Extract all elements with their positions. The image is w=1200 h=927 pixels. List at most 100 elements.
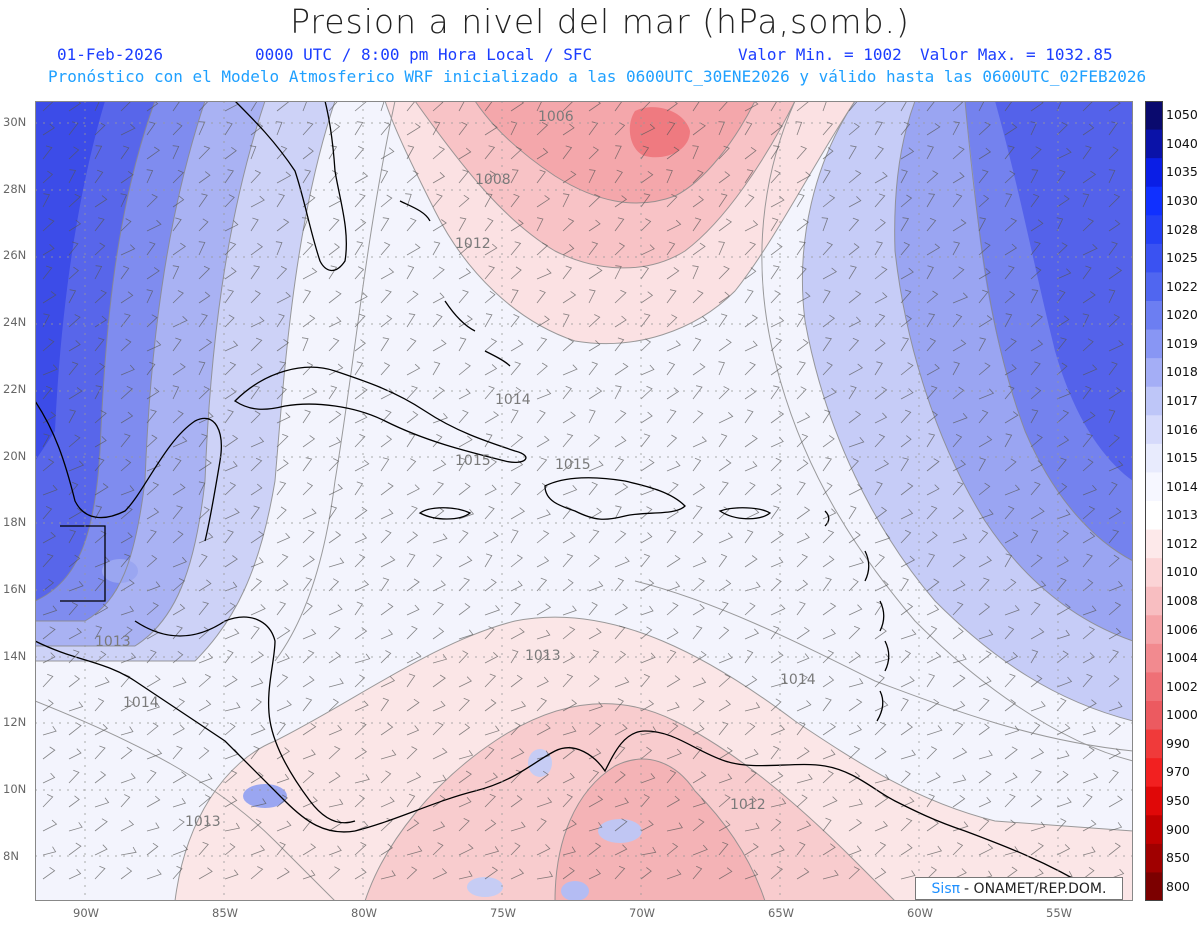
colorbar-swatch — [1145, 443, 1163, 473]
shade-low-north-1006 — [629, 107, 690, 158]
colorbar-swatch — [1145, 815, 1163, 845]
credit-box: Sisπ - ONAMET/REP.DOM. — [915, 877, 1123, 900]
contour-label: 1014 — [123, 695, 159, 711]
model-info: Pronóstico con el Modelo Atmosferico WRF… — [48, 67, 1147, 86]
lon-label: 75W — [490, 906, 517, 920]
colorbar-swatch — [1145, 158, 1163, 188]
lon-label: 65W — [768, 906, 795, 920]
colorbar-label: 1050 — [1166, 107, 1198, 123]
colorbar-swatch — [1145, 186, 1163, 216]
colorbar-label: 1040 — [1166, 135, 1198, 151]
colorbar-label: 1014 — [1166, 478, 1198, 494]
colorbar-swatch — [1145, 786, 1163, 816]
colorbar-label: 1006 — [1166, 621, 1198, 637]
contour-label: 1012 — [730, 797, 766, 813]
contour-label: 1008 — [475, 172, 511, 188]
map-title: Presion a nivel del mar (hPa,somb.) — [290, 2, 910, 41]
colorbar-label: 1015 — [1166, 450, 1198, 466]
lat-label: 26N — [3, 248, 27, 263]
contour-label: 1015 — [455, 453, 491, 469]
colorbar-swatch — [1145, 386, 1163, 416]
valid-date: 01-Feb-2026 — [57, 45, 163, 64]
colorbar-swatch — [1145, 358, 1163, 388]
colorbar-swatch — [1145, 586, 1163, 616]
colorbar-label: 1019 — [1166, 335, 1198, 351]
colorbar-swatch — [1145, 215, 1163, 245]
colorbar-label: 1012 — [1166, 535, 1198, 551]
contour-label: 1013 — [185, 814, 221, 830]
colorbar-swatch — [1145, 329, 1163, 359]
contour-label: 1013 — [525, 648, 561, 664]
colorbar-swatch — [1145, 415, 1163, 445]
colorbar-swatch — [1145, 243, 1163, 273]
colorbar-label: 950 — [1166, 793, 1190, 808]
colorbar-label: 1002 — [1166, 678, 1198, 694]
lat-label: 20N — [3, 448, 27, 463]
contour-label: 1013 — [95, 634, 131, 650]
colorbar-label: 1008 — [1166, 593, 1198, 608]
colorbar-swatch — [1145, 501, 1163, 531]
valid-time: 0000 UTC / 8:00 pm Hora Local / SFC — [255, 45, 593, 64]
colorbar-label: 850 — [1166, 850, 1190, 866]
lat-label: 10N — [3, 782, 27, 796]
credit-org: - ONAMET/REP.DOM. — [964, 880, 1107, 897]
sisp-logo: Sisπ — [931, 880, 961, 897]
colorbar — [1145, 101, 1163, 901]
lon-label: 85W — [212, 906, 239, 920]
colorbar-label: 1013 — [1166, 507, 1198, 523]
colorbar-label: 1017 — [1166, 393, 1198, 408]
colorbar-swatch — [1145, 615, 1163, 645]
colorbar-swatch — [1145, 758, 1163, 788]
lon-label: 60W — [907, 906, 934, 920]
contour-label: 1012 — [455, 236, 491, 252]
colorbar-swatch — [1145, 672, 1163, 702]
lat-label: 18N — [3, 515, 27, 530]
colorbar-label: 970 — [1166, 764, 1190, 780]
colorbar-label: 900 — [1166, 821, 1190, 837]
colorbar-label: 1030 — [1166, 193, 1198, 208]
lat-label: 12N — [3, 715, 27, 730]
colorbar-label: 1000 — [1166, 707, 1198, 723]
lon-label: 70W — [629, 906, 656, 920]
contour-label: 1015 — [555, 457, 591, 473]
contour-label: 1014 — [495, 392, 531, 408]
lon-label: 55W — [1046, 906, 1073, 920]
colorbar-swatch — [1145, 301, 1163, 331]
colorbar-swatch — [1145, 529, 1163, 559]
colorbar-label: 1025 — [1166, 250, 1198, 266]
colorbar-label: 1020 — [1166, 307, 1198, 323]
pressure-map: 1006 1008 1012 1014 1015 1015 1013 1013 … — [35, 101, 1133, 901]
colorbar-label: 1018 — [1166, 364, 1198, 380]
colorbar-label: 1010 — [1166, 564, 1198, 580]
lat-label: 28N — [3, 181, 27, 196]
colorbar-label: 1016 — [1166, 421, 1198, 437]
colorbar-swatch — [1145, 643, 1163, 673]
colorbar-label: 1035 — [1166, 164, 1198, 180]
colorbar-label: 990 — [1166, 735, 1190, 751]
colorbar-swatch — [1145, 701, 1163, 731]
colorbar-label: 800 — [1166, 878, 1190, 894]
colorbar-swatch — [1145, 101, 1163, 131]
colorbar-swatch — [1145, 729, 1163, 759]
colorbar-swatch — [1145, 843, 1163, 873]
lat-label: 14N — [3, 648, 27, 663]
max-value: Valor Max. = 1032.85 — [920, 45, 1113, 64]
lat-label: 8N — [3, 848, 19, 863]
lat-label: 22N — [3, 381, 27, 396]
lon-label: 90W — [73, 906, 100, 920]
colorbar-swatch — [1145, 272, 1163, 302]
contour-label: 1014 — [780, 672, 816, 688]
colorbar-swatch — [1145, 129, 1163, 159]
colorbar-swatch — [1145, 872, 1163, 901]
contour-label: 1006 — [538, 109, 574, 125]
lon-label: 80W — [351, 906, 378, 920]
colorbar-label: 1004 — [1166, 650, 1198, 666]
colorbar-swatch — [1145, 558, 1163, 588]
lat-label: 30N — [3, 115, 27, 129]
colorbar-label: 1022 — [1166, 278, 1198, 294]
lat-label: 24N — [3, 315, 27, 330]
min-value: Valor Min. = 1002 — [738, 45, 902, 64]
colorbar-swatch — [1145, 472, 1163, 502]
shade-low-south-1010 — [555, 759, 765, 901]
shade-1022-east — [995, 101, 1133, 481]
